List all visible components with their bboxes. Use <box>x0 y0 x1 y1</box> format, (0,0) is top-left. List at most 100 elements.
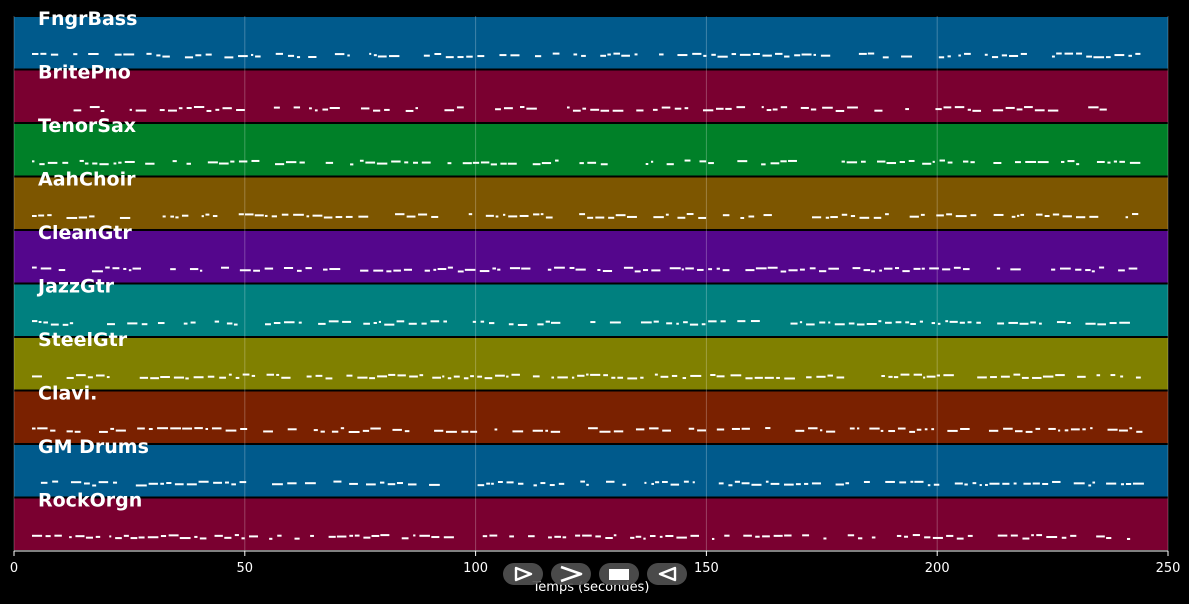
note-mark <box>823 537 827 540</box>
note-mark <box>992 109 1004 112</box>
note-mark <box>1062 215 1072 218</box>
note-mark <box>651 269 661 272</box>
note-mark <box>1070 534 1077 537</box>
track-lane <box>14 17 1168 69</box>
note-mark <box>720 320 726 323</box>
note-mark <box>236 109 245 112</box>
note-mark <box>293 106 301 109</box>
note-mark <box>66 376 74 379</box>
note-mark <box>708 320 717 323</box>
note-mark <box>306 215 310 218</box>
note-mark <box>979 484 982 487</box>
note-mark <box>572 109 581 112</box>
note-mark <box>554 535 562 538</box>
note-mark <box>408 322 417 325</box>
note-mark <box>669 267 681 270</box>
note-mark <box>985 483 988 486</box>
playback-controls <box>503 563 689 587</box>
note-mark <box>686 213 694 216</box>
note-mark <box>1051 268 1056 271</box>
note-mark <box>852 267 861 270</box>
play-button[interactable] <box>503 563 543 585</box>
note-mark <box>1020 213 1025 216</box>
note-mark <box>160 535 167 538</box>
note-mark <box>1009 54 1019 57</box>
note-mark <box>845 482 850 485</box>
note-mark <box>1064 429 1069 432</box>
note-mark <box>819 270 827 273</box>
note-mark <box>916 428 922 431</box>
note-mark <box>635 535 642 538</box>
note-mark <box>724 534 730 537</box>
note-mark <box>627 377 638 380</box>
note-mark <box>135 484 147 487</box>
note-mark <box>883 267 893 270</box>
note-mark <box>1021 376 1029 379</box>
note-mark <box>897 427 906 430</box>
note-mark <box>222 107 232 110</box>
note-mark <box>776 376 780 379</box>
note-mark <box>168 109 177 112</box>
note-mark <box>129 108 132 111</box>
note-mark <box>47 161 58 164</box>
note-mark <box>765 427 771 430</box>
note-mark <box>871 536 876 539</box>
note-mark <box>1035 427 1041 430</box>
note-mark <box>206 109 212 112</box>
note-mark <box>659 53 664 56</box>
note-mark <box>431 215 439 218</box>
stop-button[interactable] <box>599 563 639 585</box>
note-mark <box>869 427 880 430</box>
note-mark <box>73 109 82 112</box>
note-mark <box>551 376 555 379</box>
note-mark <box>360 107 370 110</box>
note-mark <box>248 535 258 538</box>
note-mark <box>453 375 460 378</box>
note-mark <box>919 320 923 323</box>
x-tick-label: 250 <box>1156 561 1181 576</box>
note-mark <box>264 267 274 270</box>
note-mark <box>806 323 815 326</box>
rewind-button[interactable] <box>647 563 687 585</box>
note-mark <box>445 430 457 433</box>
note-mark <box>827 374 833 377</box>
note-mark <box>990 376 997 379</box>
note-mark <box>717 55 728 58</box>
note-mark <box>863 480 870 483</box>
note-mark <box>913 373 923 376</box>
note-mark <box>836 376 845 379</box>
note-mark <box>162 55 170 58</box>
note-mark <box>953 266 961 269</box>
track-notes <box>32 213 1139 219</box>
track-notes <box>32 320 1130 326</box>
note-mark <box>1036 534 1043 537</box>
note-mark <box>1126 537 1131 540</box>
note-mark <box>62 161 69 164</box>
note-mark <box>346 374 353 377</box>
note-mark <box>226 322 233 325</box>
note-mark <box>468 213 473 216</box>
note-mark <box>725 107 732 110</box>
note-mark <box>497 481 503 484</box>
note-mark <box>702 109 714 112</box>
note-mark <box>1067 321 1071 324</box>
note-mark <box>74 430 81 433</box>
note-mark <box>354 534 360 537</box>
note-mark <box>655 481 660 484</box>
note-mark <box>826 430 836 433</box>
note-mark <box>37 427 48 430</box>
note-mark <box>967 534 973 537</box>
track-notes <box>32 52 1141 59</box>
note-mark <box>488 322 495 325</box>
note-mark <box>510 54 520 57</box>
note-mark <box>634 270 641 273</box>
note-mark <box>386 270 392 273</box>
note-mark <box>466 55 473 58</box>
note-mark <box>69 536 72 539</box>
note-mark <box>1010 268 1021 271</box>
note-mark <box>552 52 560 55</box>
note-mark <box>921 267 925 270</box>
fast-forward-button[interactable] <box>551 563 591 585</box>
note-mark <box>644 481 647 484</box>
note-mark <box>1058 429 1061 432</box>
